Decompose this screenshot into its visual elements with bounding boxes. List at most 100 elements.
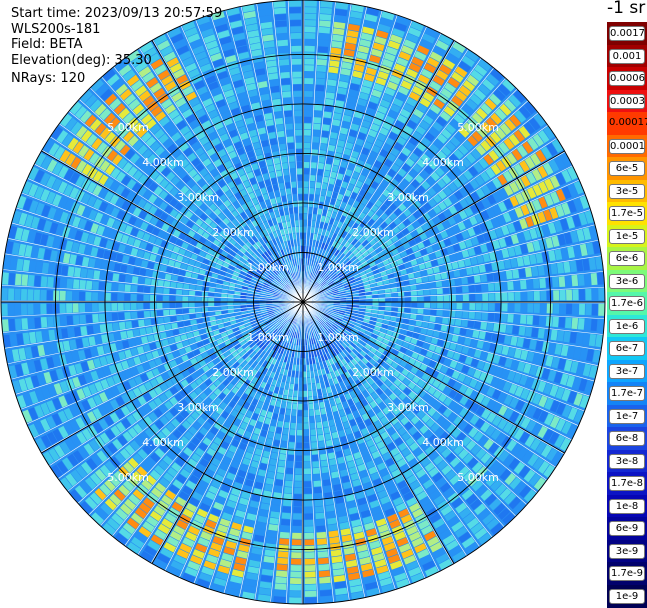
ray-bin (421, 525, 433, 536)
ray-bin (490, 164, 501, 175)
ray-bin (377, 314, 384, 319)
ray-separator (302, 3, 352, 303)
ray-bin (352, 271, 359, 276)
ray-bin (526, 279, 533, 289)
ray-bin (407, 381, 416, 390)
ray-bin (341, 231, 348, 238)
ray-bin (183, 314, 190, 321)
ray-bin (437, 382, 447, 392)
ray-bin (182, 290, 189, 296)
ray-bin (336, 346, 343, 353)
ray-bin (501, 345, 510, 356)
ray-bin (169, 309, 176, 316)
ray-bin (436, 223, 445, 232)
ray-bin (366, 156, 375, 165)
ray-bin (317, 311, 323, 316)
ray-bin (312, 142, 319, 150)
ray-bin (462, 453, 474, 464)
ray-separator (302, 138, 557, 303)
ray-bin (318, 39, 329, 47)
ray-bin (315, 182, 322, 189)
ray-bin (436, 309, 443, 316)
ray-bin (329, 351, 334, 358)
ray-bin (396, 57, 409, 67)
ray-separator (302, 58, 482, 303)
ray-bin (384, 397, 392, 406)
ray-bin (304, 513, 314, 520)
ray-bin (359, 368, 366, 376)
ray-bin (125, 275, 133, 283)
ray-bin (349, 351, 357, 358)
ray-bin (339, 295, 346, 298)
ray-bin (490, 112, 502, 125)
ray-bin (385, 548, 398, 558)
ray-bin (330, 132, 338, 139)
ray-bin (561, 186, 572, 200)
ray-bin (304, 129, 311, 136)
ray-bin (426, 109, 438, 120)
ray-bin (588, 334, 597, 347)
ray-bin (324, 367, 330, 374)
ray-separator (302, 125, 549, 303)
ray-bin (112, 322, 120, 331)
ray-bin (320, 242, 326, 249)
ray-bin (34, 275, 41, 287)
ray-bin (395, 502, 407, 512)
ray-bin (304, 65, 314, 72)
ray-bin (345, 260, 352, 266)
ray-bin (470, 148, 482, 160)
ray-bin (512, 269, 520, 279)
ray-bin (384, 379, 393, 387)
ray-bin (332, 310, 339, 314)
ray-bin (537, 460, 550, 474)
ray-bin (327, 517, 337, 525)
ray-bin (548, 342, 556, 354)
ray-bin (406, 184, 415, 193)
ray-bin (384, 479, 395, 489)
ray-bin (317, 312, 323, 317)
ray-bin (304, 481, 312, 488)
ray-separator (302, 33, 442, 303)
ray-bin (380, 270, 387, 276)
ray-bin (92, 314, 99, 323)
ray-bin (334, 355, 341, 362)
ray-bin (401, 447, 411, 457)
ray-bin (416, 436, 427, 446)
ray-bin (526, 187, 537, 199)
ray-bin (311, 442, 318, 449)
ray-bin (359, 228, 366, 236)
ray-bin (158, 272, 166, 280)
ray-bin (407, 401, 416, 410)
ray-bin (418, 334, 426, 341)
ray-bin (131, 320, 139, 328)
ray-bin (309, 403, 314, 410)
ray-bin (317, 162, 325, 170)
ray-bin (333, 158, 340, 166)
ray-bin (304, 468, 311, 475)
ray-bin (366, 327, 374, 333)
ray-bin (389, 560, 403, 570)
ray-bin (503, 394, 513, 406)
ray-bin (459, 186, 469, 197)
ray-bin (409, 91, 421, 102)
ray-bin (369, 337, 376, 343)
ray-bin (383, 158, 393, 168)
ray-bin (368, 275, 375, 281)
ray-bin (304, 116, 312, 123)
ray-bin (316, 261, 321, 268)
ray-bin (357, 497, 367, 506)
ray-bin (304, 71, 314, 78)
ray-bin (293, 494, 302, 501)
ray-bin (442, 220, 451, 229)
ray-bin (349, 333, 356, 339)
ray-bin (270, 452, 279, 460)
ray-bin (343, 148, 352, 156)
ray-bin (446, 423, 457, 434)
ray-bin (340, 304, 347, 307)
ray-bin (319, 195, 325, 203)
ray-bin (347, 335, 354, 342)
ray-bin (289, 584, 302, 591)
ray-bin (318, 26, 331, 34)
ray-bin (349, 206, 357, 214)
ray-bin (379, 446, 389, 455)
